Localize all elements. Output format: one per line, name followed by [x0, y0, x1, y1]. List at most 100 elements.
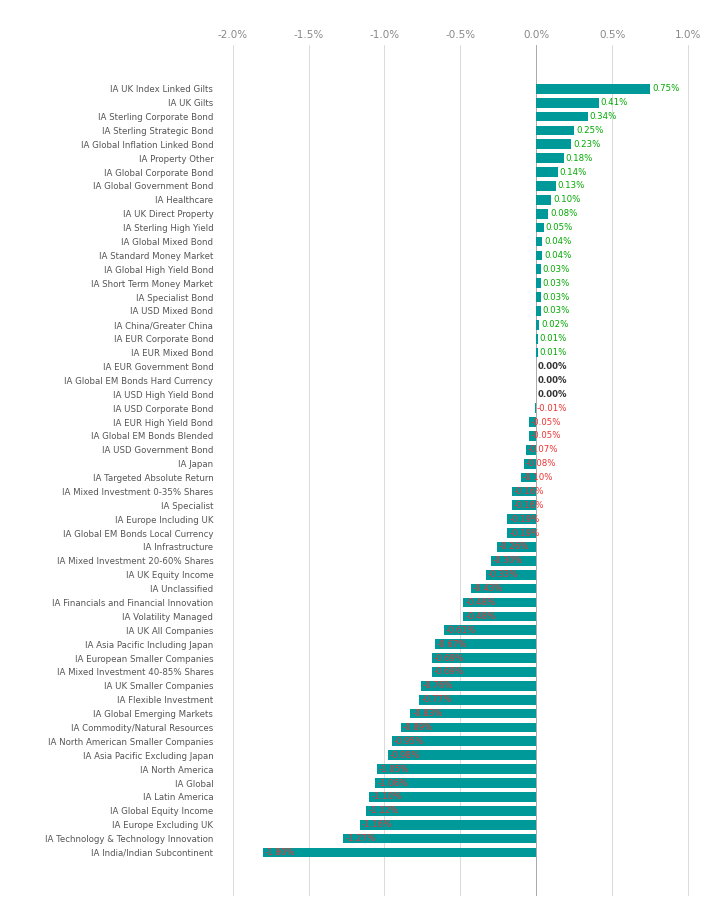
Text: 0.03%: 0.03%: [542, 279, 570, 288]
Text: -0.43%: -0.43%: [473, 584, 503, 593]
Bar: [536, 306, 541, 316]
Bar: [344, 834, 536, 843]
Bar: [536, 181, 556, 191]
Bar: [536, 209, 548, 219]
Bar: [536, 223, 544, 233]
Bar: [536, 251, 542, 261]
Bar: [507, 529, 536, 538]
Text: -0.61%: -0.61%: [445, 625, 476, 634]
Text: 0.75%: 0.75%: [652, 84, 679, 93]
Text: -1.27%: -1.27%: [345, 834, 376, 843]
Bar: [463, 597, 536, 607]
Text: -0.95%: -0.95%: [394, 737, 424, 746]
Bar: [536, 334, 538, 344]
Text: -0.89%: -0.89%: [403, 723, 434, 732]
Text: 0.01%: 0.01%: [539, 334, 567, 343]
Text: -0.33%: -0.33%: [488, 570, 518, 579]
Bar: [401, 722, 536, 732]
Text: 0.08%: 0.08%: [550, 209, 578, 218]
Bar: [431, 667, 536, 677]
Bar: [521, 472, 536, 482]
Bar: [536, 348, 538, 357]
Bar: [377, 764, 536, 774]
Bar: [410, 709, 536, 719]
Bar: [536, 111, 588, 121]
Text: -0.10%: -0.10%: [523, 473, 553, 482]
Bar: [536, 195, 552, 205]
Text: -0.08%: -0.08%: [526, 459, 557, 468]
Text: -0.16%: -0.16%: [514, 487, 544, 496]
Text: -0.98%: -0.98%: [389, 751, 420, 759]
Bar: [536, 320, 539, 329]
Text: -0.07%: -0.07%: [528, 445, 558, 454]
Bar: [536, 98, 599, 108]
Text: 0.23%: 0.23%: [573, 139, 600, 148]
Text: -0.67%: -0.67%: [436, 640, 467, 649]
Bar: [376, 778, 536, 788]
Text: -0.19%: -0.19%: [509, 529, 539, 538]
Text: 0.03%: 0.03%: [542, 292, 570, 301]
Bar: [512, 500, 536, 510]
Bar: [463, 612, 536, 621]
Text: -0.48%: -0.48%: [465, 598, 496, 607]
Bar: [419, 695, 536, 705]
Text: -0.05%: -0.05%: [531, 432, 561, 441]
Text: 0.04%: 0.04%: [544, 251, 571, 260]
Bar: [512, 487, 536, 496]
Bar: [536, 153, 563, 163]
Text: 0.03%: 0.03%: [542, 307, 570, 316]
Text: 0.01%: 0.01%: [539, 348, 567, 357]
Bar: [392, 737, 536, 747]
Bar: [535, 404, 536, 413]
Text: -0.83%: -0.83%: [412, 710, 442, 718]
Bar: [263, 848, 536, 857]
Text: -1.12%: -1.12%: [368, 806, 399, 815]
Text: 0.00%: 0.00%: [538, 390, 568, 399]
Text: -0.48%: -0.48%: [465, 612, 496, 621]
Text: -1.06%: -1.06%: [377, 778, 407, 787]
Text: -0.16%: -0.16%: [514, 500, 544, 510]
Text: 0.25%: 0.25%: [576, 126, 603, 135]
Bar: [536, 292, 541, 302]
Bar: [444, 625, 536, 635]
Bar: [524, 459, 536, 469]
Bar: [497, 542, 536, 552]
Text: 0.00%: 0.00%: [538, 376, 568, 385]
Bar: [387, 750, 536, 760]
Bar: [529, 417, 536, 427]
Text: 0.00%: 0.00%: [538, 362, 568, 371]
Text: 0.04%: 0.04%: [544, 237, 571, 246]
Text: 0.03%: 0.03%: [542, 265, 570, 274]
Bar: [536, 236, 542, 246]
Text: -0.01%: -0.01%: [536, 404, 567, 413]
Bar: [536, 126, 574, 135]
Bar: [529, 431, 536, 441]
Bar: [369, 792, 536, 802]
Bar: [536, 139, 571, 149]
Bar: [486, 570, 536, 579]
Text: -1.80%: -1.80%: [265, 848, 295, 857]
Text: -0.30%: -0.30%: [492, 557, 523, 566]
Text: -0.19%: -0.19%: [509, 515, 539, 524]
Bar: [491, 556, 536, 566]
Bar: [366, 806, 536, 815]
Bar: [360, 820, 536, 830]
Text: -0.69%: -0.69%: [434, 667, 464, 676]
Bar: [526, 445, 536, 454]
Text: -1.16%: -1.16%: [362, 820, 392, 829]
Text: 0.14%: 0.14%: [560, 167, 587, 176]
Text: -0.77%: -0.77%: [421, 695, 452, 704]
Bar: [471, 584, 536, 594]
Text: -0.76%: -0.76%: [423, 681, 453, 691]
Bar: [421, 681, 536, 691]
Bar: [536, 264, 541, 274]
Text: -0.05%: -0.05%: [531, 417, 561, 426]
Bar: [536, 84, 650, 93]
Text: -1.05%: -1.05%: [378, 765, 409, 774]
Text: -0.26%: -0.26%: [499, 542, 529, 551]
Text: 0.10%: 0.10%: [553, 195, 581, 205]
Text: 0.02%: 0.02%: [541, 320, 568, 329]
Text: 0.05%: 0.05%: [546, 224, 573, 232]
Bar: [536, 167, 558, 177]
Text: 0.34%: 0.34%: [589, 112, 617, 121]
